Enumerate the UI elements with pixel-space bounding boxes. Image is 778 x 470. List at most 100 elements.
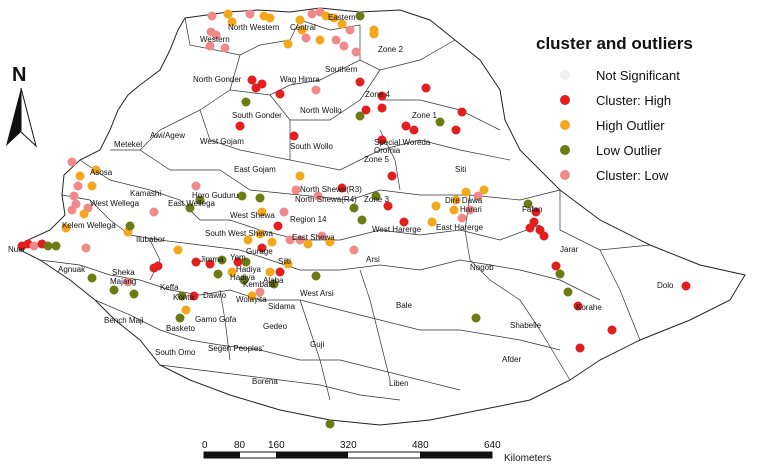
cluster-high-point <box>399 217 409 227</box>
legend-swatch <box>560 145 570 155</box>
zone-label: Harari <box>460 205 482 214</box>
cluster-high-point <box>377 91 387 101</box>
cluster-low-point <box>81 243 91 253</box>
zone-label: Asosa <box>90 168 113 177</box>
zone-label: Kembata <box>243 280 276 289</box>
cluster-low-point <box>345 25 355 35</box>
cluster-high-point <box>387 171 397 181</box>
legend-label: Cluster: Low <box>596 167 669 183</box>
cluster-high-point <box>191 257 201 267</box>
scale-tick: 160 <box>268 440 285 451</box>
zone-label: Sheka <box>112 268 135 277</box>
low-outlier-point <box>125 221 135 231</box>
high-outlier-point <box>87 181 97 191</box>
cluster-high-point <box>235 121 245 131</box>
high-outlier-point <box>337 19 347 29</box>
scale-tick: 320 <box>340 440 357 451</box>
cluster-low-point <box>191 181 201 191</box>
cluster-high-point <box>247 75 257 85</box>
low-outlier-point <box>175 313 185 323</box>
high-outlier-point <box>265 13 275 23</box>
low-outlier-point <box>523 199 533 209</box>
zone-label: Jarar <box>560 245 579 254</box>
zone-label: Liben <box>389 379 409 388</box>
north-arrow-icon <box>6 87 37 148</box>
cluster-low-point <box>351 47 361 57</box>
low-outlier-point <box>555 269 565 279</box>
low-outlier-point <box>349 203 359 213</box>
cluster-high-point <box>551 261 561 271</box>
low-outlier-point <box>435 117 445 127</box>
zone-label: Gurage <box>246 247 273 256</box>
zone-label: Zone 4 <box>365 90 390 99</box>
low-outlier-point <box>563 287 573 297</box>
cluster-low-point <box>311 85 321 95</box>
zone-label: Fafan <box>522 205 542 214</box>
high-outlier-point <box>227 17 237 27</box>
cluster-high-point <box>361 105 371 115</box>
cluster-high-point <box>377 103 387 113</box>
cluster-low-point <box>313 191 323 201</box>
scale-tick: 0 <box>202 440 208 451</box>
zone-label: Wolayita <box>236 295 267 304</box>
zone-label: Yem <box>230 253 246 262</box>
high-outlier-point <box>479 185 489 195</box>
zone-label: East Harerge <box>436 223 484 232</box>
cluster-high-point <box>531 207 541 217</box>
zone-label: Keffa <box>160 283 179 292</box>
zone-label: Jimma <box>200 255 224 264</box>
zone-label: Central <box>290 23 316 32</box>
cluster-high-point <box>273 221 283 231</box>
zone-label: East Shewa <box>292 233 335 242</box>
zone-label: Borena <box>252 377 278 386</box>
high-outlier-point <box>295 171 305 181</box>
zone-label: South Gonder <box>232 111 282 120</box>
zone-label: Wag Himra <box>280 75 320 84</box>
high-outlier-point <box>255 229 265 239</box>
zone-label: North Gonder <box>193 75 242 84</box>
zone-label: Hadiya <box>236 265 261 274</box>
zone-label: West Arsi <box>300 289 334 298</box>
zone-label: Horo Guduru <box>192 191 238 200</box>
cluster-low-point <box>211 30 221 40</box>
legend-label: Low Outlier <box>596 142 662 158</box>
low-outlier-point <box>185 203 195 213</box>
low-outlier-point <box>355 11 365 21</box>
zone-label: North Shewa(R4) <box>295 195 357 204</box>
cluster-high-point <box>401 121 411 131</box>
north-arrow-label: N <box>12 64 27 86</box>
high-outlier-point <box>321 11 331 21</box>
low-outlier-point <box>177 291 187 301</box>
zone-label: Southern <box>325 65 357 74</box>
cluster-high-point <box>409 125 419 135</box>
zone-label: Afder <box>502 355 521 364</box>
low-outlier-point <box>325 419 335 429</box>
cluster-high-point <box>573 301 583 311</box>
legend-label: High Outlier <box>596 117 665 133</box>
legend-item-not-significant: Not Significant <box>560 65 680 85</box>
high-outlier-point <box>449 205 459 215</box>
zone-label: Zone 3 <box>364 195 389 204</box>
legend-item-high-outlier: High Outlier <box>560 115 665 135</box>
high-outlier-point <box>329 13 339 23</box>
scale-tick: 480 <box>412 440 429 451</box>
zone-label: Kelem Wellega <box>62 221 116 230</box>
low-outlier-point <box>371 191 381 201</box>
high-outlier-point <box>265 267 275 277</box>
high-outlier-point <box>173 245 183 255</box>
cluster-low-point <box>29 241 39 251</box>
zone-label: North Wollo <box>300 106 342 115</box>
cluster-low-point <box>349 245 359 255</box>
zone-label: South Omo <box>155 348 196 357</box>
high-outlier-point <box>247 291 257 301</box>
cluster-high-point <box>205 259 215 269</box>
cluster-high-point <box>355 77 365 87</box>
cluster-low-point <box>245 9 255 19</box>
zone-label: West Shewa <box>230 211 275 220</box>
high-outlier-point <box>61 223 71 233</box>
high-outlier-point <box>315 35 325 45</box>
high-outlier-point <box>79 209 89 219</box>
high-outlier-point <box>243 235 253 245</box>
high-outlier-point <box>451 195 461 205</box>
zone-label: West Gojam <box>200 137 244 146</box>
